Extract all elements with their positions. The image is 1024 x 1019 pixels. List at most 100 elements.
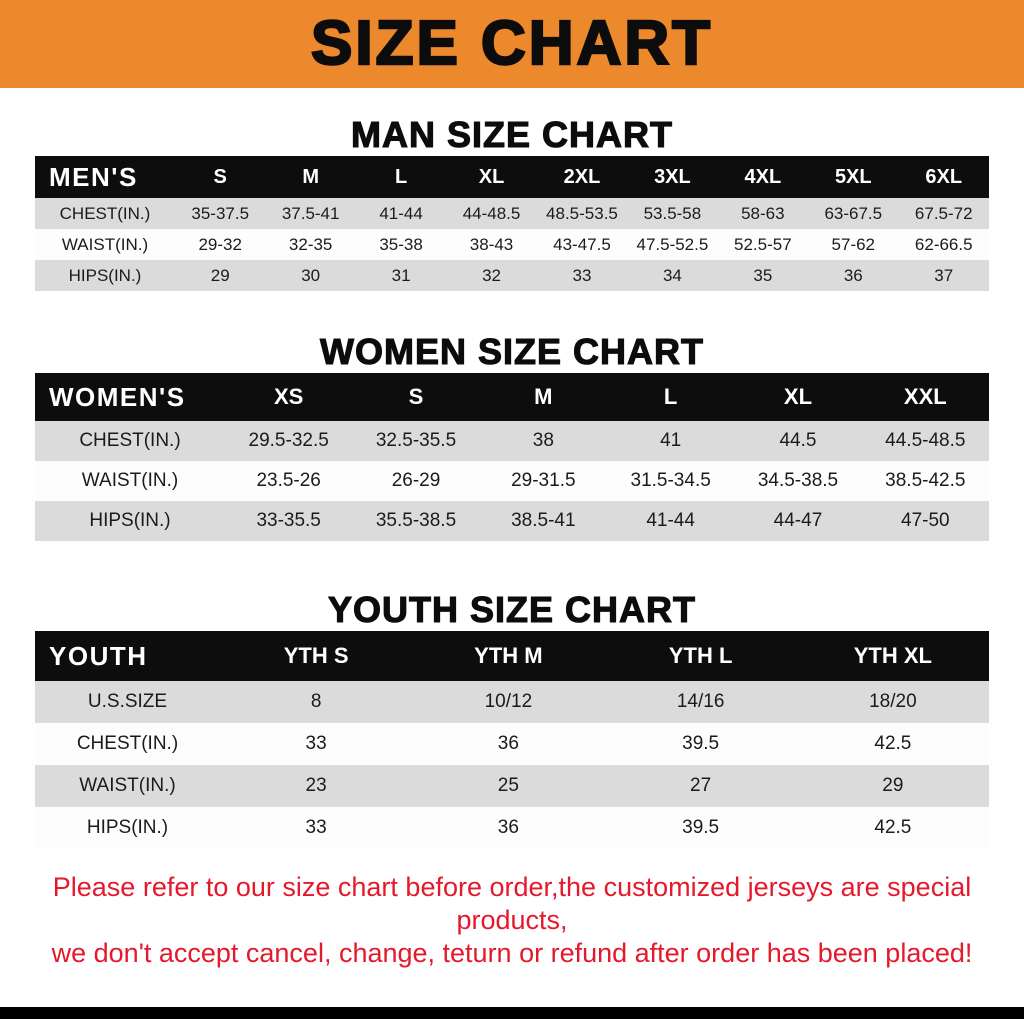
row-label-cell: U.S.SIZE	[35, 681, 220, 723]
size-column-header: L	[355, 156, 447, 198]
size-column-header: M	[265, 156, 356, 198]
size-value-cell: 33	[220, 807, 413, 849]
youth-corner-label: YOUTH	[35, 631, 220, 681]
table-row: HIPS(IN.) 33 36 39.5 42.5	[35, 807, 989, 849]
size-value-cell: 36	[808, 260, 899, 291]
table-header-row: YOUTH YTH S YTH M YTH L YTH XL	[35, 631, 989, 681]
table-header-row: MEN'S S M L XL 2XL 3XL 4XL 5XL 6XL	[35, 156, 989, 198]
size-value-cell: 18/20	[796, 681, 989, 723]
size-value-cell: 36	[412, 723, 605, 765]
row-label-cell: WAIST(IN.)	[35, 229, 175, 260]
size-value-cell: 29	[796, 765, 989, 807]
size-value-cell: 35-37.5	[175, 198, 266, 229]
size-value-cell: 44-48.5	[446, 198, 537, 229]
size-value-cell: 26-29	[352, 461, 480, 501]
table-row: CHEST(IN.) 35-37.5 37.5-41 41-44 44-48.5…	[35, 198, 989, 229]
table-row: CHEST(IN.) 33 36 39.5 42.5	[35, 723, 989, 765]
size-column-header: 4XL	[717, 156, 809, 198]
size-column-header: XL	[446, 156, 537, 198]
page-title: SIZE CHART	[310, 9, 713, 78]
disclaimer-note: Please refer to our size chart before or…	[0, 871, 1024, 970]
size-column-header: XXL	[861, 373, 989, 421]
size-value-cell: 37	[898, 260, 989, 291]
row-label-cell: CHEST(IN.)	[35, 198, 175, 229]
size-value-cell: 38.5-41	[479, 501, 607, 541]
banner: SIZE CHART	[0, 0, 1024, 88]
size-value-cell: 57-62	[808, 229, 899, 260]
size-value-cell: 44-47	[734, 501, 862, 541]
men-size-heading: MAN SIZE CHART	[350, 113, 673, 155]
size-value-cell: 35-38	[355, 229, 447, 260]
row-label-cell: WAIST(IN.)	[35, 461, 225, 501]
size-value-cell: 33	[220, 723, 413, 765]
size-value-cell: 29	[175, 260, 266, 291]
row-label-cell: HIPS(IN.)	[35, 501, 225, 541]
size-value-cell: 31.5-34.5	[606, 461, 735, 501]
row-label-cell: CHEST(IN.)	[35, 723, 220, 765]
size-value-cell: 63-67.5	[808, 198, 899, 229]
row-label-cell: HIPS(IN.)	[35, 807, 220, 849]
size-value-cell: 34	[627, 260, 718, 291]
size-column-header: XS	[225, 373, 353, 421]
table-row: WAIST(IN.) 23.5-26 26-29 29-31.5 31.5-34…	[35, 461, 989, 501]
men-corner-label: MEN'S	[35, 156, 175, 198]
women-size-table: WOMEN'S XS S M L XL XXL CHEST(IN.) 29.5-…	[35, 373, 989, 541]
size-value-cell: 29-31.5	[479, 461, 607, 501]
size-value-cell: 42.5	[796, 807, 989, 849]
women-size-heading: WOMEN SIZE CHART	[319, 330, 704, 372]
table-row: CHEST(IN.) 29.5-32.5 32.5-35.5 38 41 44.…	[35, 421, 989, 461]
size-value-cell: 42.5	[796, 723, 989, 765]
size-column-header: S	[352, 373, 480, 421]
size-column-header: YTH M	[412, 631, 605, 681]
size-value-cell: 44.5	[734, 421, 862, 461]
size-column-header: YTH L	[604, 631, 797, 681]
row-label-cell: HIPS(IN.)	[35, 260, 175, 291]
table-row: HIPS(IN.) 33-35.5 35.5-38.5 38.5-41 41-4…	[35, 501, 989, 541]
size-value-cell: 41-44	[355, 198, 447, 229]
size-value-cell: 27	[604, 765, 797, 807]
size-value-cell: 41-44	[606, 501, 735, 541]
women-corner-label: WOMEN'S	[35, 373, 225, 421]
size-value-cell: 34.5-38.5	[734, 461, 862, 501]
size-column-header: 3XL	[627, 156, 718, 198]
size-value-cell: 39.5	[604, 807, 797, 849]
size-value-cell: 25	[412, 765, 605, 807]
size-value-cell: 33-35.5	[225, 501, 353, 541]
size-value-cell: 38.5-42.5	[861, 461, 989, 501]
size-column-header: YTH S	[220, 631, 413, 681]
size-value-cell: 47-50	[861, 501, 989, 541]
size-value-cell: 23	[220, 765, 413, 807]
size-value-cell: 52.5-57	[717, 229, 809, 260]
size-value-cell: 33	[536, 260, 628, 291]
size-value-cell: 32-35	[265, 229, 356, 260]
size-value-cell: 37.5-41	[265, 198, 356, 229]
youth-size-table: YOUTH YTH S YTH M YTH L YTH XL U.S.SIZE …	[35, 631, 989, 849]
size-column-header: XL	[734, 373, 862, 421]
size-column-header: 5XL	[808, 156, 899, 198]
size-value-cell: 29-32	[175, 229, 266, 260]
size-value-cell: 32	[446, 260, 537, 291]
size-value-cell: 58-63	[717, 198, 809, 229]
size-column-header: 6XL	[898, 156, 989, 198]
size-value-cell: 62-66.5	[898, 229, 989, 260]
table-row: WAIST(IN.) 29-32 32-35 35-38 38-43 43-47…	[35, 229, 989, 260]
men-section: MAN SIZE CHART MEN'S S M L XL 2XL 3XL 4X…	[0, 88, 1024, 291]
size-value-cell: 41	[606, 421, 735, 461]
table-row: WAIST(IN.) 23 25 27 29	[35, 765, 989, 807]
size-value-cell: 23.5-26	[225, 461, 353, 501]
size-value-cell: 35.5-38.5	[352, 501, 480, 541]
disclaimer-line-1: Please refer to our size chart before or…	[52, 872, 972, 935]
size-value-cell: 38-43	[446, 229, 537, 260]
size-value-cell: 31	[355, 260, 447, 291]
table-row: U.S.SIZE 8 10/12 14/16 18/20	[35, 681, 989, 723]
size-column-header: M	[479, 373, 607, 421]
size-value-cell: 48.5-53.5	[536, 198, 628, 229]
size-value-cell: 38	[479, 421, 607, 461]
size-value-cell: 44.5-48.5	[861, 421, 989, 461]
bottom-bar	[0, 1007, 1024, 1019]
size-value-cell: 14/16	[604, 681, 797, 723]
row-label-cell: CHEST(IN.)	[35, 421, 225, 461]
size-column-header: 2XL	[536, 156, 628, 198]
youth-size-heading: YOUTH SIZE CHART	[327, 588, 696, 630]
youth-section: YOUTH SIZE CHART YOUTH YTH S YTH M YTH L…	[0, 541, 1024, 849]
